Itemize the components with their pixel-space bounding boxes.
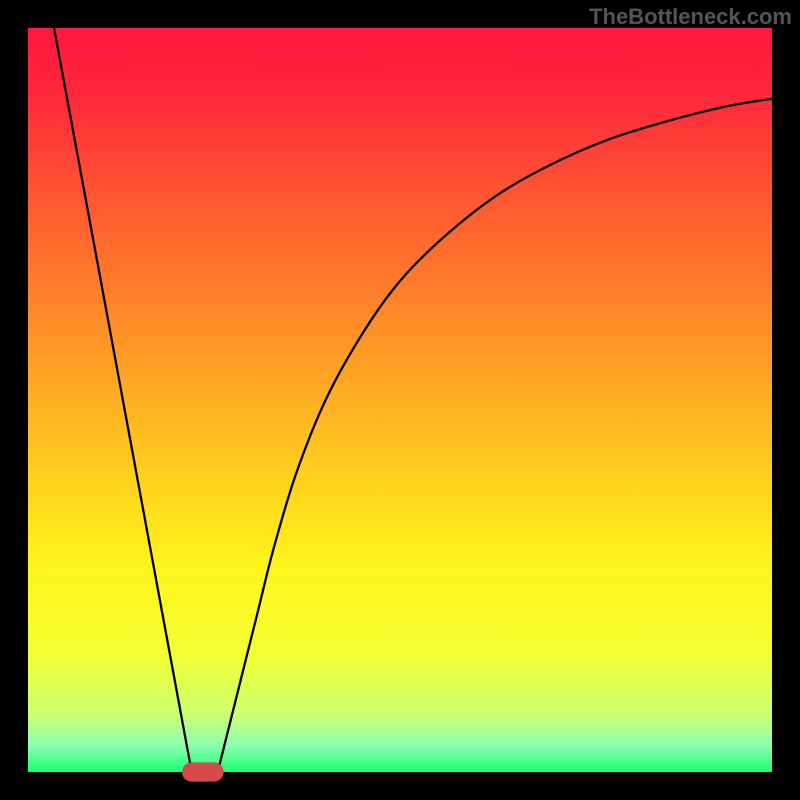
bottleneck-chart xyxy=(0,0,800,800)
watermark-text: TheBottleneck.com xyxy=(589,4,792,30)
chart-container: { "watermark": { "text": "TheBottleneck.… xyxy=(0,0,800,800)
chart-background xyxy=(28,28,772,772)
bottleneck-marker xyxy=(182,762,224,781)
